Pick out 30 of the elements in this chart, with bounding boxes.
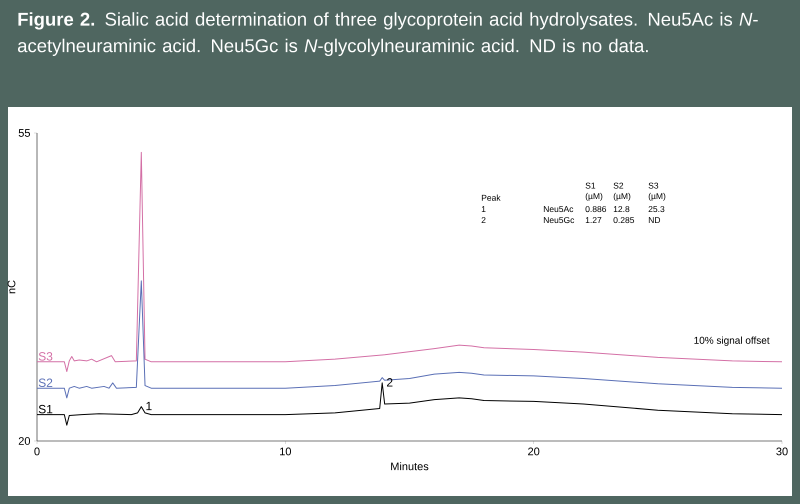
- y-tick-label: 55: [18, 129, 30, 137]
- annotation: 1: [482, 206, 486, 212]
- annotation: 2: [482, 217, 486, 223]
- series-label: S2: [38, 378, 52, 387]
- chart-title: Figure 2. Sialic acid determination of three glycoprotein acid hydrolysates. Neu5Ac is N-acetylneuraminic acid. Neu5Gc is N-glycolylneuraminic acid. ND is no data.: [18, 12, 758, 56]
- annotation: 1: [146, 402, 152, 410]
- annotation: 25.3: [648, 206, 664, 212]
- annotation: Neu5Gc: [544, 217, 574, 224]
- x-tick-label: 30: [776, 448, 788, 456]
- annotation: 1.27: [586, 217, 602, 223]
- x-tick-label: 10: [280, 448, 292, 456]
- annotation: S1 (µM): [586, 182, 602, 201]
- annotation: S3 (µM): [648, 182, 666, 201]
- x-axis-title: Minutes: [391, 462, 428, 470]
- y-axis-title: nC: [8, 280, 16, 294]
- annotation: 10% signal offset: [694, 336, 770, 346]
- x-tick-label: 20: [528, 448, 540, 456]
- annotation: S2 (µM): [614, 182, 630, 201]
- line-series: [36, 280, 783, 398]
- annotation: Neu5Ac: [544, 206, 574, 212]
- series-label: S1: [38, 404, 52, 414]
- x-tick-label: 0: [34, 448, 40, 456]
- annotation: ND: [648, 217, 660, 223]
- annotation: 12.8: [614, 206, 630, 212]
- annotation: 2: [386, 378, 392, 386]
- line-series: [36, 152, 783, 372]
- annotation: Peak: [482, 194, 501, 201]
- series-label: S3: [38, 352, 52, 361]
- annotation: 0.285: [614, 217, 634, 224]
- annotation: 0.886: [586, 206, 606, 212]
